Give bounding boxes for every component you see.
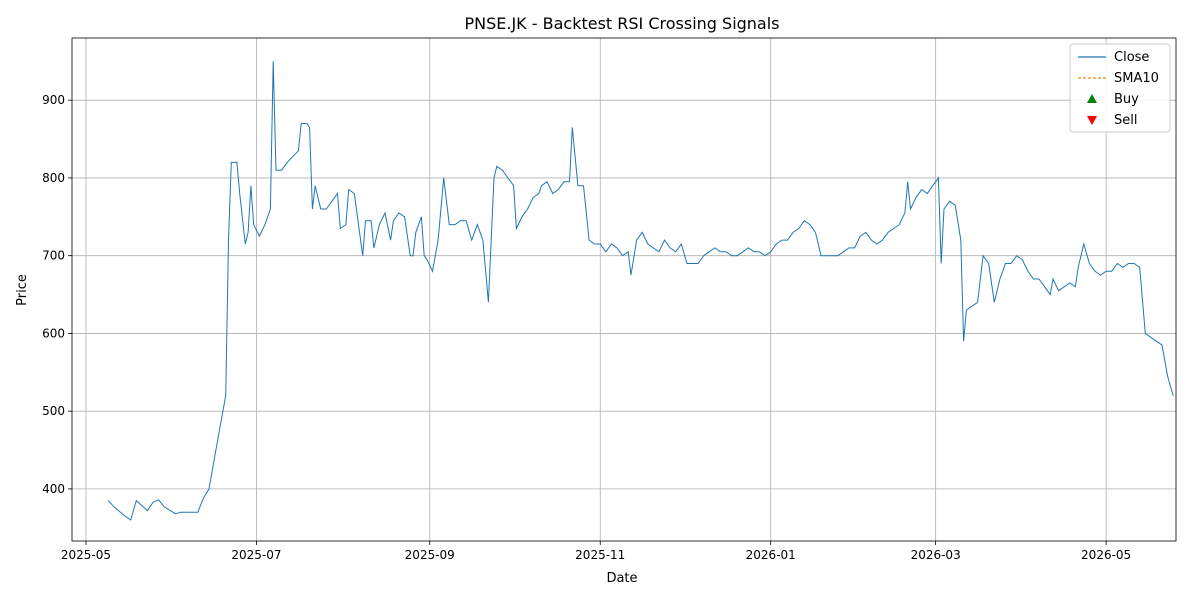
x-axis-label: Date [606, 571, 637, 586]
legend-label: Close [1114, 50, 1149, 65]
x-tick-label: 2025-09 [405, 548, 455, 562]
grid [72, 38, 1176, 541]
y-tick-label: 500 [42, 404, 65, 418]
x-tick-label: 2026-03 [911, 548, 961, 562]
y-tick-label: 900 [42, 93, 65, 107]
x-tick-label: 2025-11 [575, 548, 625, 562]
plot-frame [71, 37, 1177, 542]
chart-title: PNSE.JK - Backtest RSI Crossing Signals [464, 14, 779, 33]
y-tick-label: 800 [42, 171, 65, 185]
axes: 400 500 600 700 800 900 2025-05 2025-07 2025-09 2… [42, 37, 1177, 562]
x-tick-label: 2025-07 [231, 548, 281, 562]
series-group [107, 61, 1174, 521]
legend-label: SMA10 [1114, 71, 1159, 86]
y-axis-label: Price [15, 274, 30, 306]
y-tick-label: 600 [42, 326, 65, 340]
x-tick-label: 2026-05 [1081, 548, 1131, 562]
legend-label: Sell [1114, 113, 1137, 128]
series-line-close [107, 61, 1174, 521]
legend-box [1069, 43, 1171, 133]
legend-swatch [1087, 94, 1097, 103]
x-tick-label: 2025-05 [61, 548, 111, 562]
legend-label: Buy [1114, 92, 1139, 107]
legend: Close SMA10 Buy Sell [1069, 43, 1171, 133]
x-tick-label: 2026-01 [746, 548, 796, 562]
y-tick-label: 400 [42, 482, 65, 496]
legend-swatch [1087, 116, 1097, 125]
y-tick-label: 700 [42, 249, 65, 263]
